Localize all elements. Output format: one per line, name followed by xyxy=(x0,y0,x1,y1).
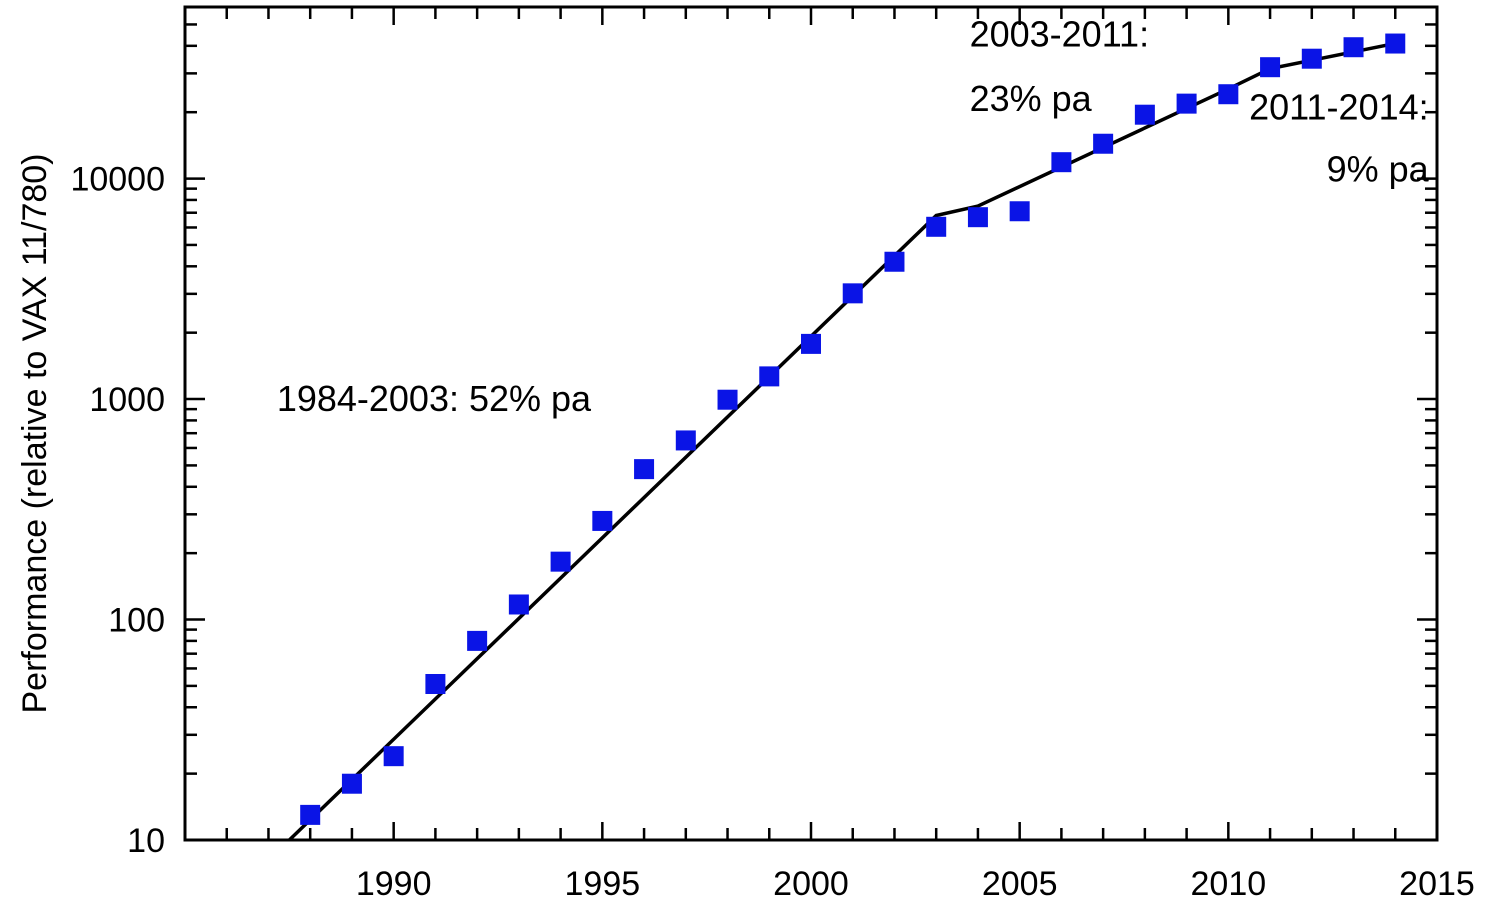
x-tick-label: 2010 xyxy=(1191,865,1267,903)
x-tick-label: 2000 xyxy=(773,865,849,903)
data-point xyxy=(1260,57,1281,78)
annotation-label: 2003-2011: xyxy=(970,14,1150,55)
y-tick-label: 10000 xyxy=(70,161,165,199)
data-point xyxy=(1176,93,1197,114)
data-point xyxy=(1134,104,1155,125)
data-point xyxy=(383,746,404,767)
x-tick-label: 2015 xyxy=(1399,865,1475,903)
data-point xyxy=(675,430,696,451)
data-point xyxy=(801,333,821,354)
data-point xyxy=(508,594,529,615)
annotation-label: 1984-2003: 52% pa xyxy=(277,378,592,419)
data-point xyxy=(467,630,488,651)
data-point xyxy=(967,207,988,228)
x-tick-label: 1990 xyxy=(356,865,432,903)
plot-frame xyxy=(183,5,1439,842)
data-point xyxy=(926,216,947,237)
x-tick-labels: 1990 1995 2000 2005 2010 2015 xyxy=(356,865,1475,903)
annotation-label: 23% pa xyxy=(970,78,1093,119)
data-point xyxy=(842,283,863,304)
data-point xyxy=(1009,201,1030,222)
data-point xyxy=(341,773,362,794)
data-point xyxy=(592,510,613,531)
data-point xyxy=(1218,84,1239,105)
y-tick-label: 1000 xyxy=(89,381,165,419)
data-point xyxy=(1385,33,1406,54)
data-point xyxy=(717,389,738,410)
x-tick-label: 2005 xyxy=(982,865,1058,903)
data-point xyxy=(300,804,321,825)
y-tick-label: 10 xyxy=(127,822,165,860)
data-point xyxy=(550,551,571,572)
x-tick-label: 1995 xyxy=(565,865,641,903)
data-point xyxy=(1301,48,1322,69)
y-tick-label: 100 xyxy=(108,602,165,640)
data-point xyxy=(634,459,655,480)
annotation-label: 9% pa xyxy=(1327,148,1430,189)
annotation-layer: 1984-2003: 52% pa 2003-2011: 23% pa 2011-20… xyxy=(277,14,1430,419)
annotation-label: 2011-2014: xyxy=(1249,87,1429,128)
data-point xyxy=(884,251,905,272)
data-point xyxy=(759,366,780,387)
data-point xyxy=(1343,37,1364,58)
data-point xyxy=(1093,133,1114,154)
data-point xyxy=(1051,152,1072,173)
series-layer xyxy=(288,33,1406,842)
y-minor-ticks xyxy=(185,23,1437,775)
data-point xyxy=(425,673,446,694)
y-tick-labels: 10 100 1000 10000 xyxy=(70,161,165,860)
x-minor-ticks xyxy=(225,7,1397,840)
y-axis-title: Performance (relative to VAX 11/780) xyxy=(16,153,54,713)
trend-line xyxy=(288,41,1396,842)
